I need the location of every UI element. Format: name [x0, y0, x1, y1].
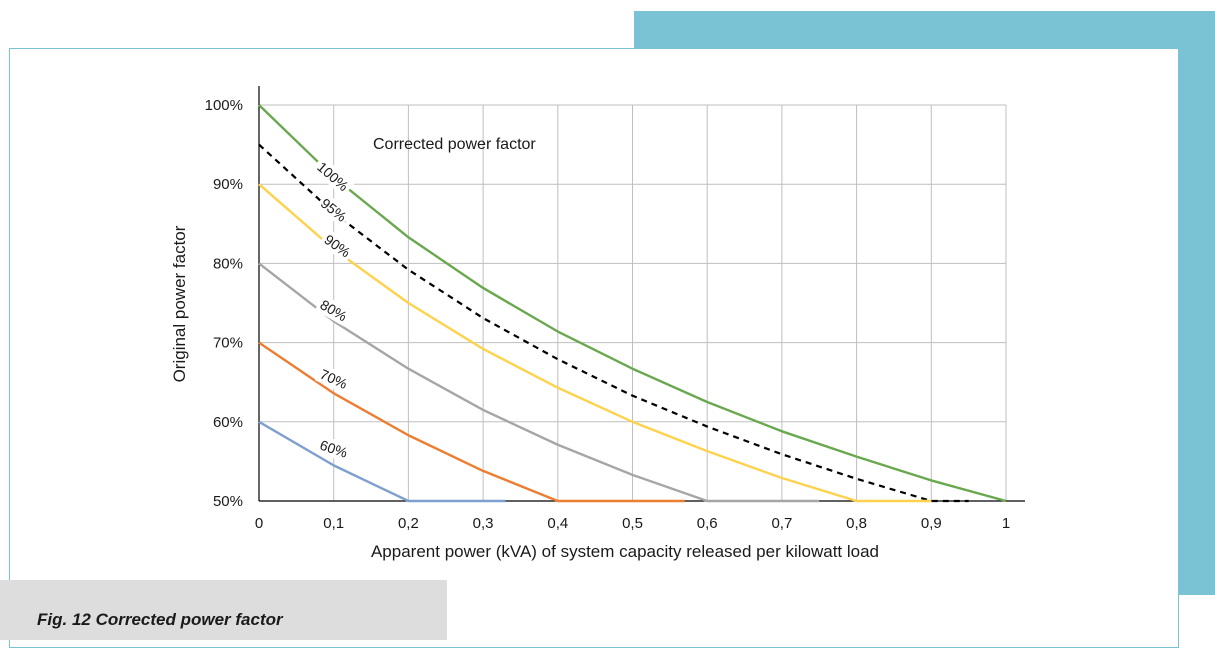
y-tick-label: 90% [213, 176, 243, 193]
x-tick-label: 0,8 [846, 515, 867, 532]
figure-caption-box: Fig. 12 Corrected power factor [0, 580, 447, 640]
chart-annotation: Corrected power factor [373, 136, 536, 153]
x-tick-label: 0,7 [771, 515, 792, 532]
grid-lines [259, 105, 1006, 501]
series-line [259, 422, 506, 501]
y-tick-label: 80% [213, 255, 243, 272]
x-tick-label: 1 [1002, 515, 1010, 532]
figure-caption: Fig. 12 Corrected power factor [37, 610, 283, 630]
x-tick-label: 0,6 [697, 515, 718, 532]
y-tick-label: 50% [213, 493, 243, 510]
series-label: 100% [311, 156, 355, 197]
series-label: 90% [319, 229, 356, 263]
x-tick-label: 0,9 [921, 515, 942, 532]
x-tick-label: 0,1 [323, 515, 344, 532]
y-tick-label: 60% [213, 414, 243, 431]
y-tick-label: 100% [205, 97, 243, 114]
power-factor-chart: 0 0,1 0,2 0,3 0,4 0,5 0,6 0,7 0,8 0,9 1 50% 60% 70% 80… [0, 0, 1215, 623]
x-axis-label: Apparent power (kVA) of system capacity … [371, 542, 879, 561]
series-line [259, 145, 969, 501]
x-tick-label: 0,3 [473, 515, 494, 532]
y-tick-label: 70% [213, 335, 243, 352]
x-tick-label: 0,5 [622, 515, 643, 532]
x-tick-label: 0,2 [398, 515, 419, 532]
y-axis-label: Original power factor [170, 225, 189, 382]
x-tick-label: 0 [255, 515, 263, 532]
x-tick-label: 0,4 [547, 515, 568, 532]
